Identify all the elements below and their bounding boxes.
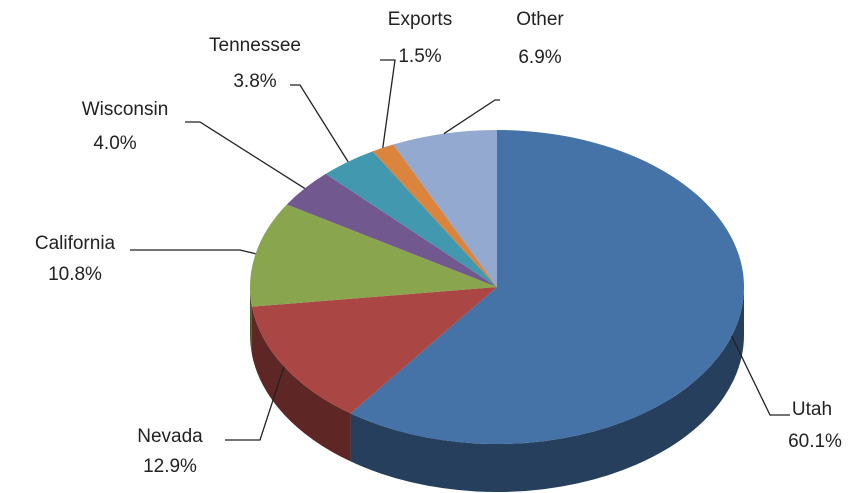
leader-line bbox=[185, 121, 306, 190]
leader-line bbox=[731, 335, 790, 416]
pie-slice bbox=[249, 204, 497, 307]
pie-side bbox=[350, 287, 744, 493]
leader-line bbox=[290, 84, 349, 163]
pie-slice bbox=[325, 151, 497, 287]
category-label: Exports bbox=[388, 9, 452, 30]
pie-slice bbox=[251, 287, 497, 414]
leader-line bbox=[225, 366, 285, 441]
category-label: Other bbox=[516, 9, 564, 30]
value-label: 60.1% bbox=[788, 431, 842, 452]
category-label: Tennessee bbox=[209, 35, 301, 56]
pie-slice bbox=[372, 144, 497, 287]
pie-side bbox=[250, 287, 252, 355]
value-label: 12.9% bbox=[143, 456, 197, 477]
category-label: Wisconsin bbox=[82, 99, 169, 120]
category-label: Utah bbox=[792, 399, 832, 420]
leader-line bbox=[443, 99, 500, 135]
pie-side bbox=[251, 306, 351, 462]
value-label: 10.8% bbox=[48, 264, 102, 285]
leader-line bbox=[380, 59, 396, 148]
leader-line bbox=[130, 249, 256, 255]
pie-slice bbox=[393, 130, 497, 287]
category-label: California bbox=[35, 233, 116, 254]
pie-slice bbox=[350, 130, 745, 445]
value-label: 4.0% bbox=[93, 133, 136, 154]
pie-slice bbox=[286, 173, 497, 287]
value-label: 6.9% bbox=[518, 47, 561, 68]
category-label: Nevada bbox=[137, 426, 203, 447]
value-label: 3.8% bbox=[233, 71, 276, 92]
value-label: 1.5% bbox=[398, 46, 441, 67]
